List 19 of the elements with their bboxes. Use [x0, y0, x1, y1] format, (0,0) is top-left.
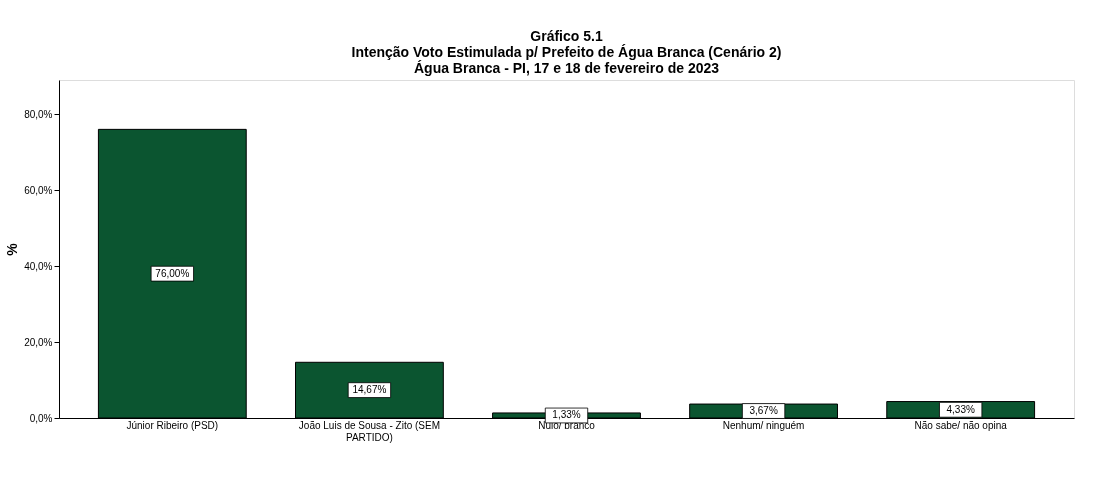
x-tick-label: Nenhum/ ninguém — [722, 419, 805, 431]
y-tick-label: 60,0% — [24, 184, 53, 196]
text: Água Branca - PI, 17 e 18 de fevereiro de 2023 — [413, 60, 720, 76]
data-label: 4,33% — [946, 403, 975, 415]
y-tick-label: 20,0% — [24, 336, 53, 348]
y-tick-label: 80,0% — [24, 108, 53, 120]
data-label: 76,00% — [155, 267, 190, 279]
x-tick-label: Júnior Ribeiro (PSD) — [126, 419, 219, 431]
data-label: 14,67% — [352, 384, 387, 396]
x-tick-label: João Luis de Sousa - Zito (SEM PARTIDO) — [298, 419, 441, 443]
y-tick-label: 0,0% — [29, 412, 53, 424]
data-label: 3,67% — [749, 405, 778, 417]
data-label: 1,33% — [552, 409, 581, 421]
y-tick-label: 40,0% — [24, 260, 53, 272]
text: Intenção Voto Estimulada p/ Prefeito de Água Branca (Cenário 2) — [351, 44, 782, 60]
text: Gráfico 5.1 — [530, 28, 603, 44]
x-tick-label: Nulo/ branco — [538, 419, 596, 431]
x-tick-label: Não sabe/ não opina — [914, 419, 1008, 431]
y-axis-title: % — [4, 242, 21, 256]
